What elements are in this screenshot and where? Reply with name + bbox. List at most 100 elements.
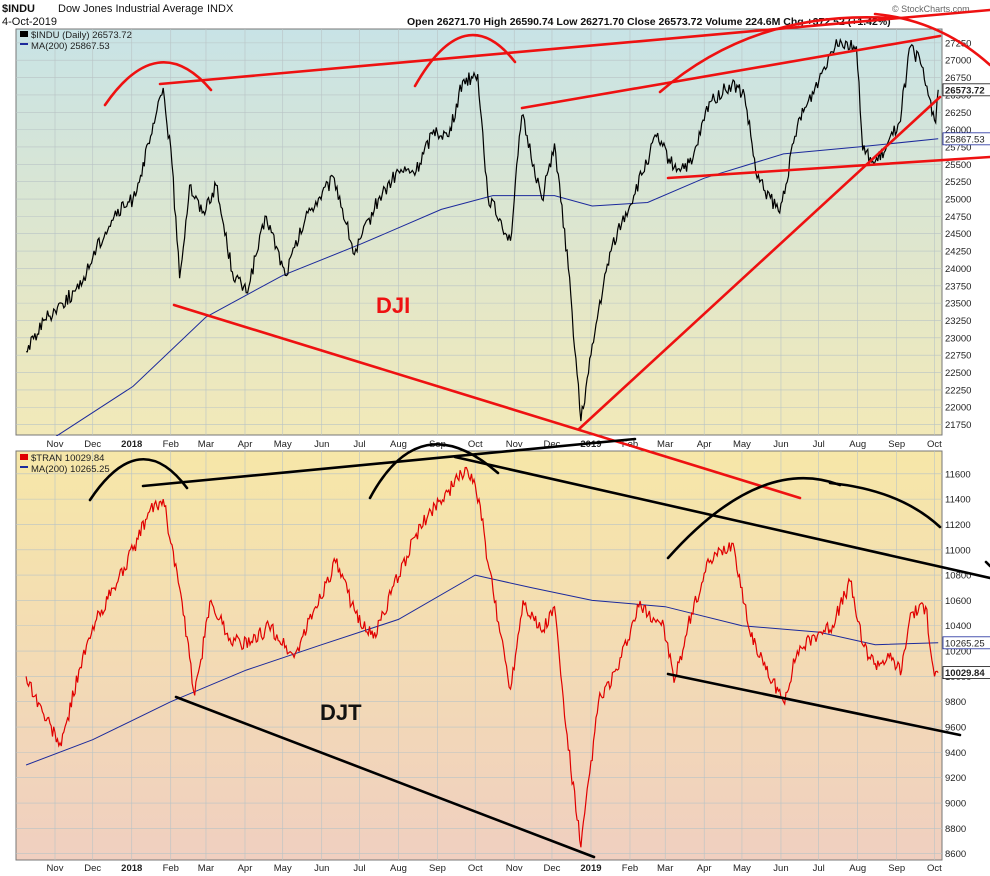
top-y-tick-label: 24750 <box>945 212 971 223</box>
bottom-y-tick-label: 9000 <box>945 799 966 810</box>
djt-top-arc-4 <box>828 481 942 529</box>
djt-lower-trendline <box>666 672 962 737</box>
bottom-y-axis: 8600880090009200940096009800100001020010… <box>945 469 971 860</box>
top-last-value-label: 26573.72 <box>945 85 985 96</box>
x-tick-label: Sep <box>888 863 905 874</box>
x-tick-label: Oct <box>468 439 483 450</box>
djt-top-arc-1 <box>88 457 189 502</box>
x-tick-label: Mar <box>198 863 214 874</box>
x-tick-label: Feb <box>622 863 638 874</box>
x-tick-label: Apr <box>697 439 712 450</box>
header-name: Dow Jones Industrial Average <box>58 3 203 15</box>
top-legend-ma-swatch <box>20 43 28 45</box>
top-y-tick-label: 22000 <box>945 403 971 414</box>
bottom-y-tick-label: 10200 <box>945 647 971 658</box>
x-tick-label: Aug <box>849 439 866 450</box>
x-tick-label: Mar <box>657 439 673 450</box>
header-ohlc: Open 26271.70 High 26590.74 Low 26271.70… <box>407 16 891 28</box>
top-y-tick-label: 26750 <box>945 73 971 84</box>
dji-lower-trendline <box>666 155 990 180</box>
bottom-legend: $TRAN 10029.84 MA(200) 10265.25 <box>20 453 110 475</box>
bottom-y-tick-label: 8600 <box>945 849 966 860</box>
x-tick-label: Mar <box>657 863 673 874</box>
top-y-tick-label: 22500 <box>945 368 971 379</box>
x-axis: Nov Dec 2018 Feb Mar Apr May Jun Jul Aug Sep Oct Nov… <box>16 436 942 876</box>
top-y-tick-label: 25250 <box>945 177 971 188</box>
x-tick-label: Oct <box>468 863 483 874</box>
top-last-value-box <box>942 83 990 97</box>
header-date: 4-Oct-2019 <box>2 16 57 28</box>
djt-falling-trendline <box>174 695 596 859</box>
dji-upper-trendline-2 <box>520 34 942 110</box>
top-y-tick-label: 24250 <box>945 247 971 258</box>
dji-falling-trendline <box>172 303 802 500</box>
dji-upper-trendline <box>158 8 990 86</box>
x-tick-label: May <box>733 863 751 874</box>
bottom-ma-value-box <box>942 636 990 650</box>
x-tick-label: Jun <box>314 863 329 874</box>
bottom-gridlines <box>16 451 942 860</box>
top-y-tick-label: 22750 <box>945 351 971 362</box>
top-y-tick-label: 21750 <box>945 420 971 431</box>
top-y-axis: 21750 22000 22250 22500 22750 23000 23250 23500… <box>945 38 971 431</box>
bottom-y-tick-label: 11400 <box>945 495 971 506</box>
top-y-tick-label: 22250 <box>945 385 971 396</box>
x-tick-label: Dec <box>544 863 561 874</box>
djt-descending-trendline <box>453 455 990 580</box>
x-tick-label: 2018 <box>121 863 142 874</box>
x-tick-label: May <box>274 863 292 874</box>
bottom-price-line <box>25 466 939 848</box>
bottom-y-tick-label: 9200 <box>945 773 966 784</box>
dji-top-arc-4 <box>873 12 990 67</box>
top-y-tick-label: 23000 <box>945 333 971 344</box>
top-panel: 21750 22000 22250 22500 22750 23000 23250 23500… <box>15 28 990 457</box>
djt-edge-mark <box>984 560 990 568</box>
x-tick-label: Jul <box>353 439 365 450</box>
bottom-y-tick-label: 9800 <box>945 697 966 708</box>
bottom-y-tick-label: 10400 <box>945 621 971 632</box>
bottom-legend-price-swatch <box>20 454 28 460</box>
x-axis-band-0 <box>16 436 942 451</box>
bottom-y-tick-label: 11000 <box>945 545 971 556</box>
x-tick-label: Nov <box>47 863 64 874</box>
bottom-legend-ma: MA(200) 10265.25 <box>31 464 110 475</box>
djt-top-arc-3 <box>666 477 842 560</box>
x-tick-label: Jul <box>813 863 825 874</box>
x-tick-label: May <box>733 439 751 450</box>
x-tick-label: Feb <box>163 863 179 874</box>
top-y-tick-label: 26000 <box>945 125 971 136</box>
top-legend-price: $INDU (Daily) 26573.72 <box>31 30 132 41</box>
x-tick-label: Aug <box>390 863 407 874</box>
bottom-y-tick-label: 11600 <box>945 469 971 480</box>
top-y-tick-label: 26250 <box>945 108 971 119</box>
bottom-y-tick-label: 9400 <box>945 748 966 759</box>
x-tick-label: Dec <box>84 439 101 450</box>
bottom-plot-area <box>15 450 943 861</box>
bottom-last-value-labels: 10029.84 10265.25 <box>942 636 990 680</box>
dji-top-arc-3 <box>658 16 892 94</box>
x-tick-label: Jul <box>353 863 365 874</box>
bottom-last-value-label: 10029.84 <box>945 668 985 679</box>
x-tick-label: Aug <box>390 439 407 450</box>
top-y-tick-label: 23500 <box>945 299 971 310</box>
top-last-value-labels: 26573.72 25867.53 <box>942 83 990 146</box>
x-tick-label: Oct <box>927 863 942 874</box>
x-tick-label: Feb <box>163 439 179 450</box>
x-axis-band-1 <box>16 860 942 876</box>
djt-annotation-label: DJT <box>320 700 362 725</box>
top-ma-value-box <box>942 132 990 146</box>
top-y-tick-label: 24000 <box>945 264 971 275</box>
bottom-legend-price: $TRAN 10029.84 <box>31 453 104 464</box>
bottom-last-value-box <box>942 666 990 680</box>
top-legend: $INDU (Daily) 26573.72 MA(200) 25867.53 <box>20 30 132 52</box>
x-tick-label: Jun <box>773 863 788 874</box>
x-tick-label: Jun <box>314 439 329 450</box>
dji-top-arc-2 <box>413 33 517 88</box>
bottom-y-tick-label: 10800 <box>945 571 971 582</box>
top-price-line <box>26 37 939 422</box>
dji-annotations <box>103 8 990 500</box>
dji-annotation-label: DJI <box>376 293 410 318</box>
bottom-y-tick-label: 8800 <box>945 824 966 835</box>
dji-rising-trendline <box>577 95 942 431</box>
